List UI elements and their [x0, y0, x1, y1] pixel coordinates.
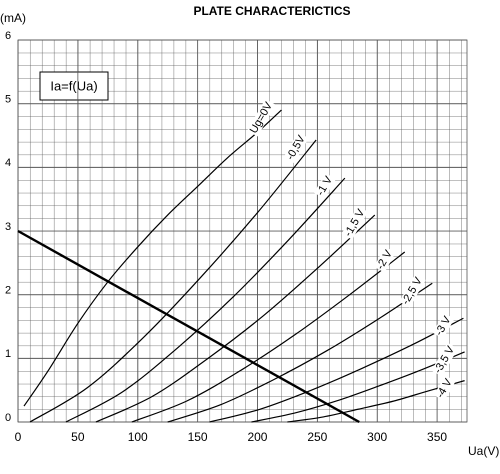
- curve: [209, 317, 464, 423]
- y-tick-label: 5: [5, 94, 11, 106]
- y-axis-label: (mA): [0, 11, 26, 25]
- x-tick-label: 150: [188, 430, 208, 444]
- curve: [95, 214, 376, 423]
- x-tick-label: 200: [247, 430, 267, 444]
- curve: [29, 139, 317, 423]
- x-tick-label: 350: [427, 430, 447, 444]
- annotation: Ia=f(Ua): [50, 78, 97, 93]
- curve-label-bg: [341, 205, 369, 240]
- y-tick-label: 6: [5, 30, 11, 42]
- x-tick-label: 50: [71, 430, 85, 444]
- curve: [23, 109, 282, 407]
- curve: [287, 380, 465, 423]
- x-tick-label: 0: [15, 430, 22, 444]
- curve: [167, 282, 433, 423]
- curve: [251, 351, 465, 423]
- y-tick-label: 2: [5, 285, 11, 297]
- curve-label-bg: [433, 375, 456, 402]
- x-tick-label: 100: [128, 430, 148, 444]
- curve-label-bg: [399, 274, 426, 308]
- curve-label-bg: [431, 342, 458, 377]
- curve-label-bg: [314, 172, 336, 199]
- curve-label-bg: [373, 246, 396, 273]
- y-tick-label: 4: [5, 157, 11, 169]
- annotation-box: [39, 71, 109, 101]
- y-tick-label: 0: [5, 412, 11, 424]
- chart-title: PLATE CHARACTERICTICS: [193, 4, 350, 18]
- curve-label-bg: [283, 132, 309, 164]
- curve-label-bg: [247, 98, 276, 137]
- curve: [131, 251, 406, 423]
- x-tick-label: 250: [307, 430, 327, 444]
- x-tick-label: 300: [367, 430, 387, 444]
- curve: [65, 177, 346, 423]
- x-axis-label: Ua(V): [468, 444, 499, 458]
- y-tick-label: 1: [5, 348, 11, 360]
- curve-label-bg: [432, 313, 455, 339]
- y-tick-label: 3: [5, 221, 11, 233]
- load-line: [17, 229, 360, 424]
